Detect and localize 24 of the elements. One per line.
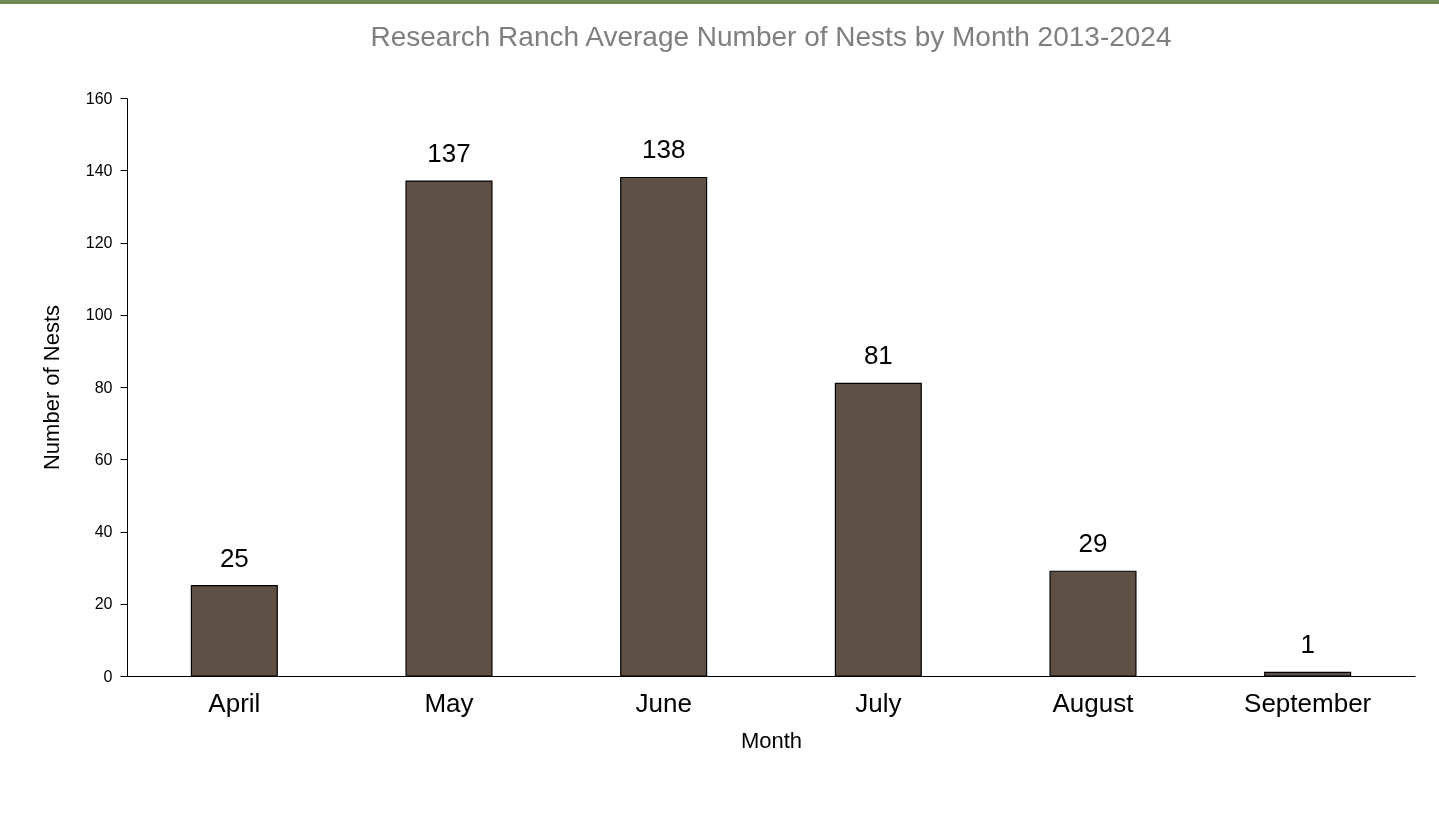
y-tick-label: 120: [85, 234, 113, 251]
data-label: 25: [219, 542, 249, 573]
data-label: 138: [641, 134, 686, 165]
x-tick-label: April: [208, 687, 261, 718]
x-tick-label: September: [1244, 687, 1372, 718]
y-tick-label: 100: [85, 306, 113, 324]
data-label: 137: [427, 138, 471, 169]
y-tick-label: 140: [85, 161, 113, 179]
y-tick-label: 160: [85, 89, 113, 107]
chart-title: Research Ranch Average Number of Nests by Month 2013-2024: [370, 21, 1172, 52]
x-tick-label: May: [424, 687, 474, 718]
y-tick-label: 60: [94, 450, 113, 468]
data-label: 81: [863, 340, 893, 371]
y-axis-title: Number of Nests: [38, 304, 64, 471]
x-tick-label: August: [1052, 687, 1135, 718]
data-label: 29: [1078, 528, 1108, 559]
y-tick-label: 40: [94, 523, 113, 540]
x-tick-label: June: [635, 687, 692, 718]
x-axis-title: Month: [740, 727, 803, 753]
y-tick-label: 80: [94, 378, 113, 396]
y-tick-label: 20: [94, 595, 113, 613]
x-tick-label: July: [855, 687, 902, 718]
y-tick-label: 0: [103, 667, 113, 685]
data-label: 1: [1300, 629, 1315, 660]
